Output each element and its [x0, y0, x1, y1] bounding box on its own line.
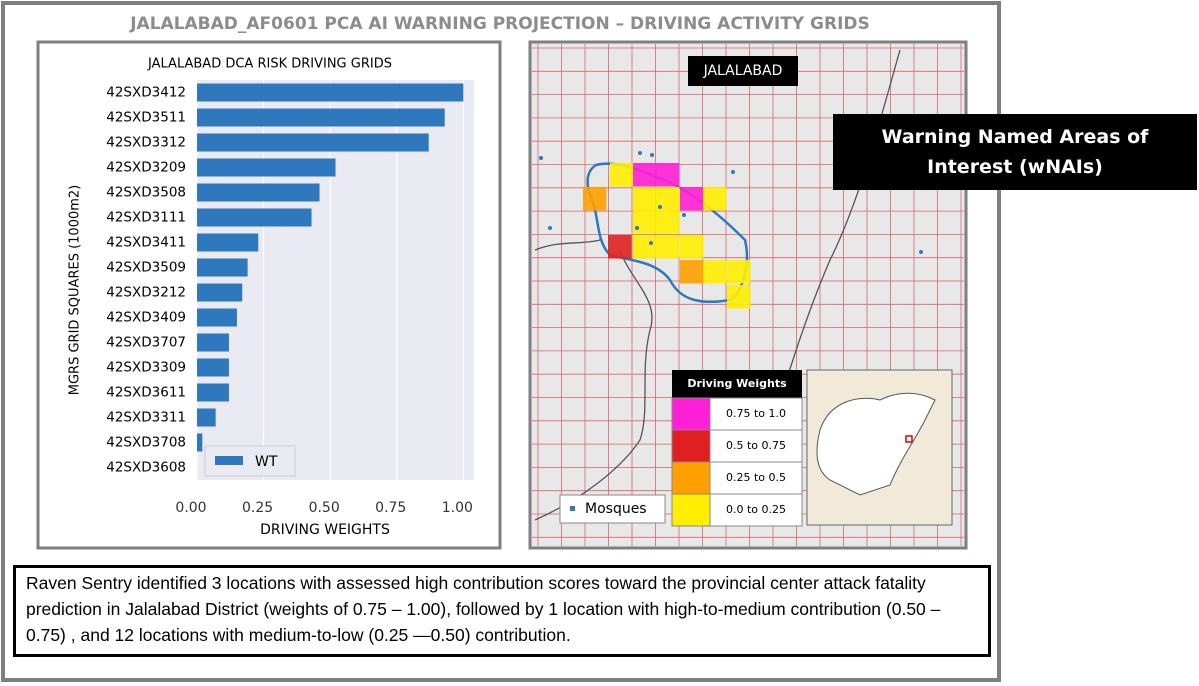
bar — [197, 383, 229, 402]
y-axis-label: MGRS GRID SQUARES (1000m2) — [68, 185, 83, 395]
y-tick-label: 42SXD3409 — [106, 310, 186, 326]
weight-cell — [608, 235, 632, 259]
legend-swatch — [671, 493, 711, 527]
y-tick-label: 42SXD3412 — [106, 85, 186, 101]
x-tick-label: 0.75 — [375, 500, 406, 516]
y-tick-label: 42SXD3212 — [106, 285, 186, 301]
mosque-swatch — [570, 506, 575, 511]
legend-cell — [709, 493, 803, 527]
y-tick-label: 42SXD3611 — [106, 385, 186, 401]
mosque-legend — [559, 494, 666, 524]
legend-label: WT — [255, 454, 278, 470]
mosque — [635, 226, 639, 230]
legend-label: 0.75 to 1.0 — [726, 407, 786, 420]
inset-marker — [905, 435, 913, 443]
bar — [197, 358, 229, 377]
legend-swatch — [671, 397, 711, 431]
weight-cell — [610, 163, 634, 187]
weight-cells — [583, 163, 751, 309]
weight-legend: 0.75 to 1.0 0.5 to 0.75 0.25 to 0.5 0.0 to … — [671, 397, 803, 527]
legend-swatch — [215, 456, 243, 465]
x-tick-label: 0.25 — [242, 500, 273, 516]
legend-cell — [709, 461, 803, 495]
bar — [197, 308, 237, 327]
weight-cell — [656, 235, 680, 259]
bar — [197, 133, 429, 152]
bar — [197, 283, 243, 302]
y-tick-label: 42SXD3311 — [106, 410, 186, 426]
weight-cell — [656, 210, 680, 234]
legend-label: 0.0 to 0.25 — [726, 503, 786, 516]
bar — [197, 83, 464, 102]
legend-title: Driving Weights — [687, 377, 787, 390]
legend-header — [672, 370, 802, 398]
weight-cell — [703, 260, 727, 284]
legend-swatch — [671, 461, 711, 495]
y-tick-label: 42SXD3707 — [106, 335, 186, 351]
legend-label: 0.5 to 0.75 — [726, 439, 786, 452]
weight-cell — [680, 235, 704, 259]
bar — [197, 408, 216, 427]
weight-cell — [656, 187, 680, 211]
x-axis-label: DRIVING WEIGHTS — [260, 522, 390, 538]
weight-cell — [727, 285, 751, 309]
y-tick-label: 42SXD3511 — [106, 110, 186, 126]
bar — [197, 333, 229, 352]
weight-cell — [727, 260, 751, 284]
x-tick-label: 1.00 — [442, 500, 473, 516]
weight-cell — [680, 187, 704, 211]
weight-cell — [633, 235, 657, 259]
mosque-dots — [539, 151, 923, 254]
bar — [197, 108, 445, 127]
legend-cell — [709, 397, 803, 431]
legend-label: 0.25 to 0.5 — [726, 471, 786, 484]
x-tick-label: 0.50 — [309, 500, 340, 516]
y-tick-label: 42SXD3309 — [106, 360, 186, 376]
mosque — [731, 170, 735, 174]
legend-cell — [709, 429, 803, 463]
weight-cell — [703, 187, 727, 211]
page-title: JALALABAD_AF0601 PCA AI WARNING PROJECTI… — [129, 14, 870, 34]
mosque — [658, 205, 662, 209]
y-tick-label: 42SXD3312 — [106, 135, 186, 151]
weight-cell — [583, 187, 607, 211]
mosque — [682, 213, 686, 217]
weight-cell — [680, 260, 704, 284]
y-tick-label: 42SXD3509 — [106, 260, 186, 276]
bar — [197, 158, 336, 177]
legend-swatch — [671, 429, 711, 463]
weight-cell — [656, 163, 680, 187]
x-tick-label: 0.00 — [175, 500, 206, 516]
mosque — [539, 156, 543, 160]
y-tick-label: 42SXD3608 — [106, 460, 186, 476]
mosque — [638, 151, 642, 155]
bar — [197, 433, 203, 452]
bar — [197, 233, 259, 252]
weight-cell — [633, 187, 657, 211]
inset-country — [816, 392, 936, 496]
y-tick-label: 42SXD3708 — [106, 435, 186, 451]
y-tick-label: 42SXD3411 — [106, 235, 186, 251]
map-label-box — [688, 56, 798, 86]
map-label: JALALABAD — [703, 63, 783, 79]
bar — [197, 258, 248, 277]
callout: Warning Named Areas of Interest (wNAIs) — [833, 114, 1197, 190]
bar — [197, 183, 320, 202]
mosque — [919, 250, 923, 254]
mosque — [649, 241, 653, 245]
mosque — [548, 226, 552, 230]
weight-cell — [633, 210, 657, 234]
bar — [197, 208, 312, 227]
mosque — [650, 153, 654, 157]
caption: Raven Sentry identified 3 locations with… — [13, 565, 991, 657]
y-tick-label: 42SXD3508 — [106, 185, 186, 201]
y-tick-label: 42SXD3111 — [106, 210, 186, 226]
weight-cell — [633, 163, 657, 187]
mosque-label: Mosques — [585, 501, 647, 517]
chart-title: JALALABAD DCA RISK DRIVING GRIDS — [147, 57, 392, 72]
y-tick-label: 42SXD3209 — [106, 160, 186, 176]
